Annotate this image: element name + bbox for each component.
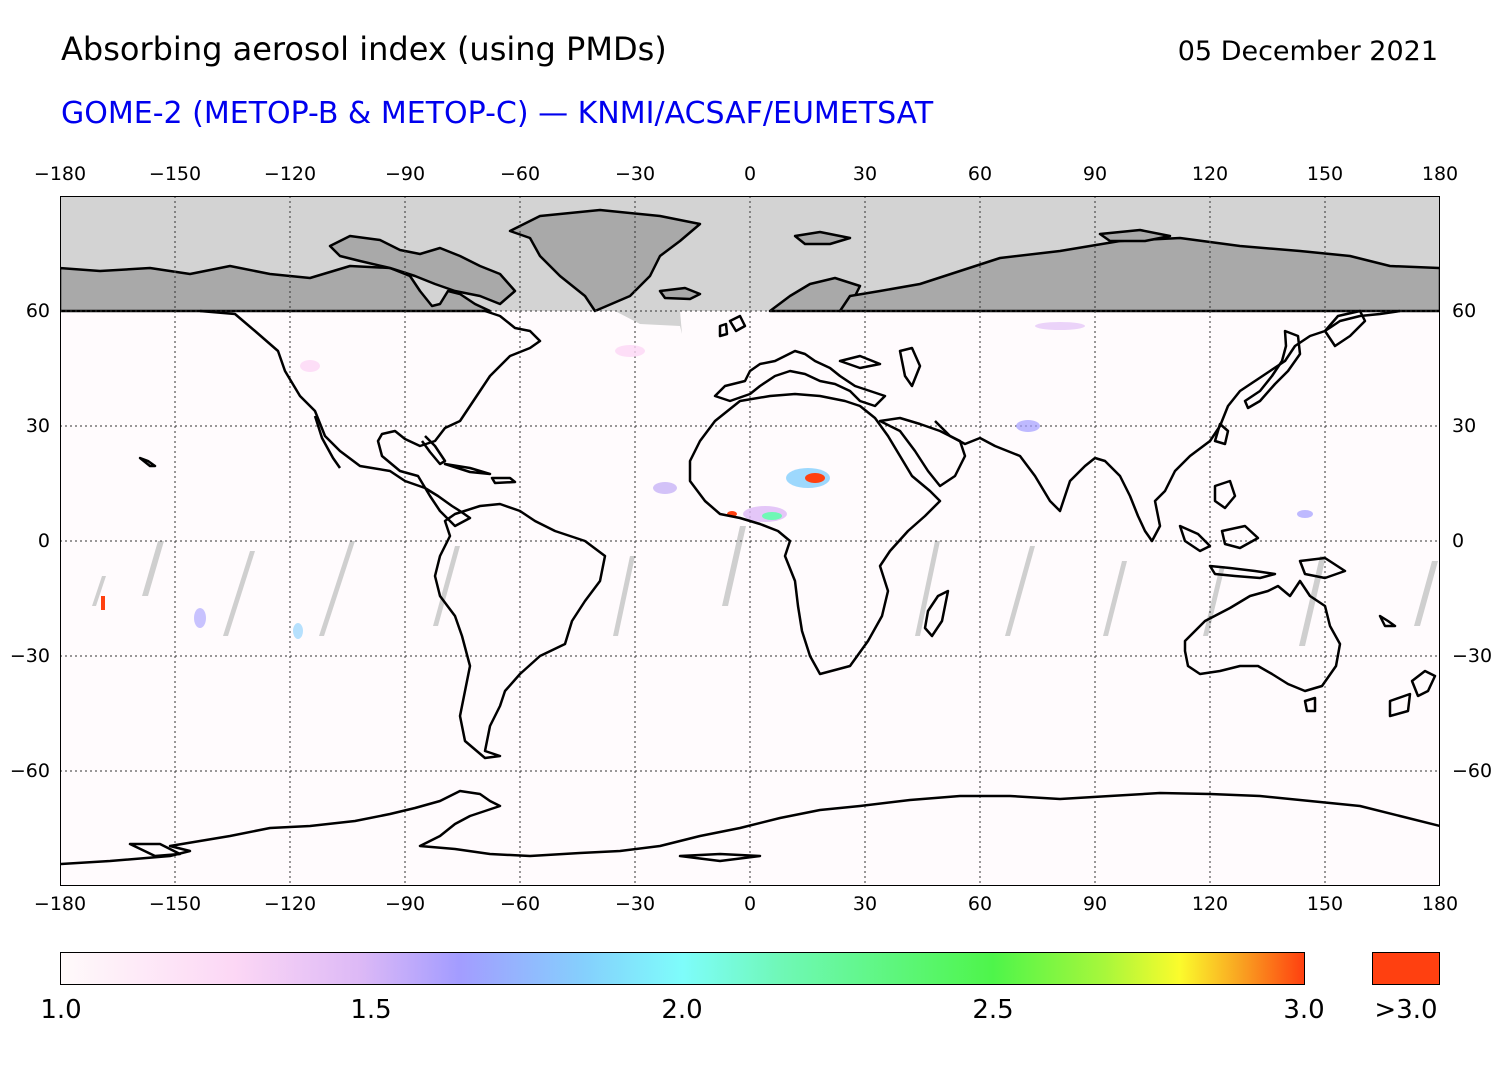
lat-tick-right: 30 (1452, 415, 1477, 437)
lon-tick-bottom: 30 (852, 893, 878, 915)
lon-tick-bottom: −60 (499, 893, 541, 915)
lat-tick-left: 30 (25, 415, 50, 437)
northern-land-masses (61, 208, 1439, 312)
lon-tick-top: −60 (499, 163, 541, 185)
lon-tick-top: 90 (1082, 163, 1108, 185)
map-date: 05 December 2021 (1177, 36, 1438, 67)
coastlines (61, 309, 1439, 865)
lon-tick-top: 120 (1191, 163, 1229, 185)
lon-tick-bottom: 60 (967, 893, 993, 915)
lat-tick-right: −30 (1452, 645, 1493, 667)
lon-tick-top: 180 (1421, 163, 1459, 185)
colorbar-label: 2.5 (972, 995, 1014, 1025)
lon-tick-top: −150 (148, 163, 202, 185)
lon-tick-bottom: 90 (1082, 893, 1108, 915)
lon-tick-bottom: 180 (1421, 893, 1459, 915)
swath-gaps (91, 525, 1438, 646)
lon-tick-top: 0 (743, 163, 757, 185)
lon-tick-top: 30 (852, 163, 878, 185)
map-frame (60, 196, 1440, 886)
colorbar (60, 952, 1305, 985)
lon-tick-bottom: −180 (33, 893, 87, 915)
lon-tick-bottom: −150 (148, 893, 202, 915)
lon-tick-bottom: −90 (384, 893, 426, 915)
lat-tick-left: −60 (9, 760, 50, 782)
no-data-wedge (614, 310, 682, 334)
lat-tick-left: 0 (37, 530, 50, 552)
lon-tick-bottom: 120 (1191, 893, 1229, 915)
aerosol-signals (100, 321, 1313, 639)
lat-tick-right: 60 (1452, 300, 1477, 322)
world-map (61, 197, 1439, 885)
lon-tick-top: −90 (384, 163, 426, 185)
lon-tick-bottom: 0 (743, 893, 757, 915)
lat-tick-left: 60 (25, 300, 50, 322)
lon-tick-bottom: 150 (1306, 893, 1344, 915)
lat-tick-left: −30 (9, 645, 50, 667)
map-title: Absorbing aerosol index (using PMDs) (61, 30, 667, 68)
colorbar-label: 1.5 (350, 995, 392, 1025)
lon-tick-top: 60 (967, 163, 993, 185)
colorbar-overflow-swatch (1372, 952, 1440, 985)
lon-tick-bottom: −30 (614, 893, 656, 915)
lon-tick-top: −120 (263, 163, 317, 185)
lon-tick-top: −30 (614, 163, 656, 185)
colorbar-label: 1.0 (40, 995, 82, 1025)
graticule (61, 197, 1439, 885)
lat-tick-right: 0 (1452, 530, 1465, 552)
lon-tick-bottom: −120 (263, 893, 317, 915)
lat-tick-right: −60 (1452, 760, 1493, 782)
colorbar-overflow-label: >3.0 (1374, 995, 1438, 1025)
colorbar-label: 3.0 (1283, 995, 1325, 1025)
lon-tick-top: 150 (1306, 163, 1344, 185)
lon-tick-top: −180 (33, 163, 87, 185)
map-subtitle: GOME-2 (METOP-B & METOP-C) — KNMI/ACSAF/… (61, 96, 934, 131)
colorbar-label: 2.0 (661, 995, 703, 1025)
